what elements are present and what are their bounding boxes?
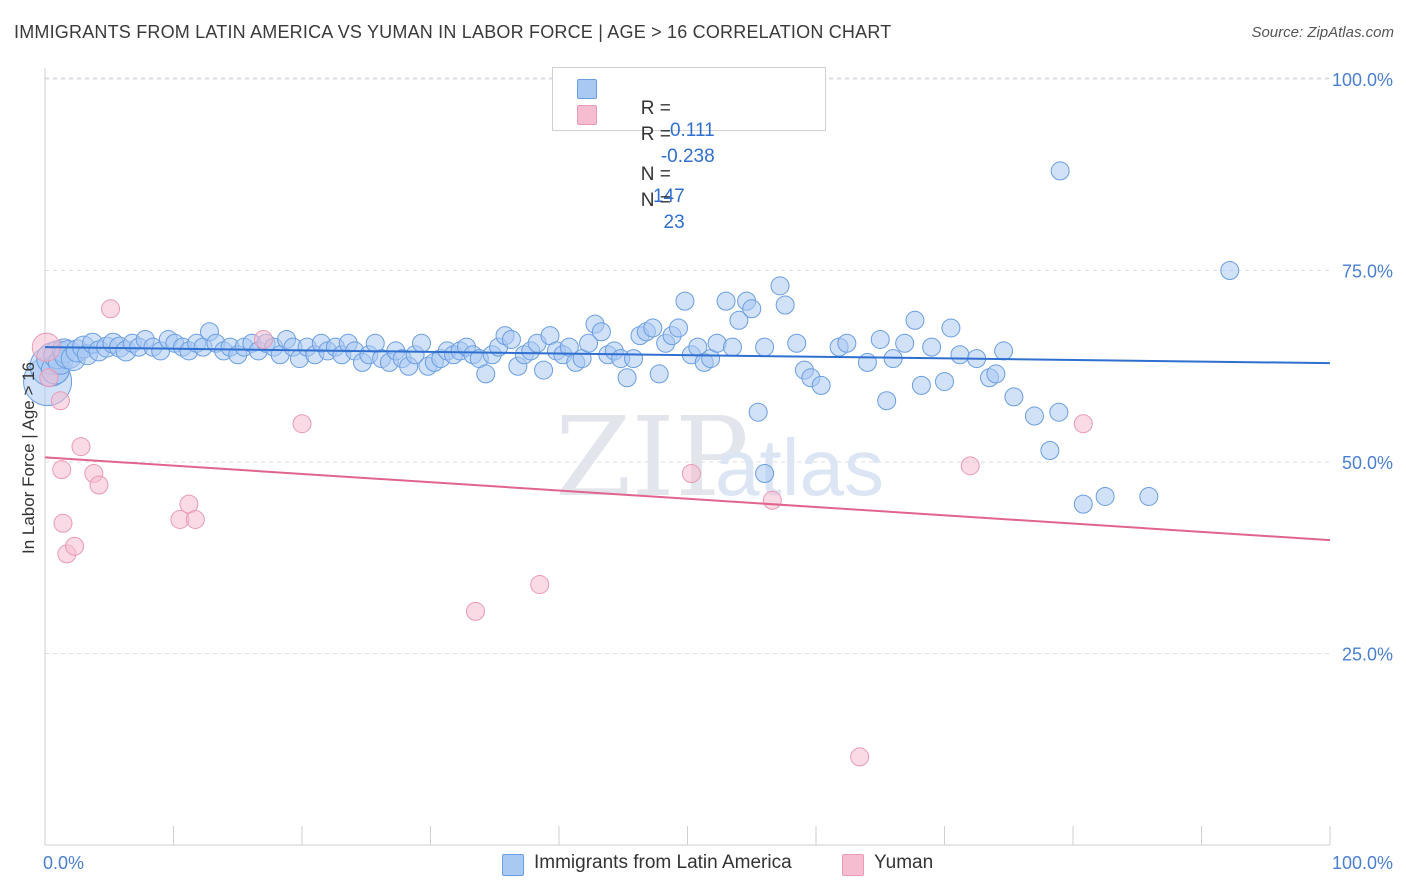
axes <box>44 68 1331 846</box>
latin-america-point <box>742 299 762 319</box>
legend-swatch-latin-america <box>577 79 597 99</box>
bottom-legend-label-yuman: Yuman <box>874 852 934 873</box>
latin-america-point <box>755 337 775 357</box>
legend-n-value: 147 <box>652 186 685 207</box>
yuman-point <box>89 475 109 495</box>
yuman-point <box>850 747 870 767</box>
legend-r-value: -0.111 <box>663 120 715 141</box>
latin-america-point <box>729 310 749 330</box>
legend-row-latin-america: R = -0.111 N = 147 <box>577 76 715 207</box>
yuman-point <box>1073 414 1093 434</box>
bottom-legend-swatch-yuman <box>842 854 864 876</box>
yuman-point <box>50 391 70 411</box>
watermark-atlas: atlas <box>715 423 884 512</box>
latin-america-point <box>895 333 915 353</box>
latin-america-point <box>1073 494 1093 514</box>
latin-america-point <box>837 333 857 353</box>
legend-row-yuman: R = -0.238 N = 23 <box>577 102 715 233</box>
y-tick-label: 100.0% <box>1332 70 1393 90</box>
y-tick-label: 25.0% <box>1342 645 1393 665</box>
latin-america-point <box>935 372 954 392</box>
legend-n-label: N = <box>640 190 671 211</box>
yuman-point <box>253 329 273 349</box>
y-axis-label: In Labor Force | Age > 16 <box>19 362 38 554</box>
latin-america-point <box>1095 486 1115 506</box>
yuman-point <box>39 368 59 388</box>
latin-america-point <box>775 295 795 315</box>
latin-america-point <box>1139 486 1159 506</box>
latin-america-point <box>950 345 970 365</box>
latin-america-point <box>501 329 521 349</box>
latin-america-point <box>1049 402 1069 422</box>
yuman-point <box>185 509 205 529</box>
latin-america-point <box>412 333 432 353</box>
latin-america-point <box>722 337 742 357</box>
latin-america-point <box>877 391 897 411</box>
legend-r-label: R = <box>640 124 671 145</box>
legend-r-label: R = <box>640 98 671 119</box>
latin-america-point <box>911 375 931 395</box>
legend-n-value: 23 <box>663 212 685 233</box>
latin-america-point <box>1024 406 1044 426</box>
series-yuman-points <box>31 299 1093 767</box>
latin-america-point <box>1050 161 1070 181</box>
legend: R = -0.111 N = 147 R = -0.238 N = 23 <box>552 67 826 233</box>
legend-swatch-yuman <box>577 105 597 125</box>
latin-america-point <box>870 329 890 349</box>
latin-america-point <box>534 360 554 380</box>
latin-america-point <box>1220 261 1240 280</box>
latin-america-point <box>941 318 961 338</box>
latin-america-point <box>787 333 807 353</box>
x-tick-label-end: 100.0% <box>1332 853 1393 873</box>
latin-america-point <box>716 291 736 311</box>
trend-lines <box>44 346 1331 542</box>
source-label: Source: ZipAtlas.com <box>1251 24 1394 41</box>
yuman-point <box>681 463 701 483</box>
latin-america-point <box>1004 387 1024 407</box>
yuman-point <box>53 513 73 533</box>
latin-america-point <box>857 352 877 372</box>
chart-title: IMMIGRANTS FROM LATIN AMERICA VS YUMAN I… <box>14 22 892 42</box>
trend-line-latin-america <box>44 346 1331 365</box>
latin-america-point <box>624 349 644 369</box>
latin-america-point <box>922 337 942 357</box>
bottom-legend-swatch-latin-america <box>502 854 524 876</box>
latin-america-point <box>579 333 599 353</box>
watermark: ZIP atlas <box>555 393 884 521</box>
latin-america-point <box>748 402 768 422</box>
latin-america-point <box>1040 441 1060 461</box>
latin-america-point <box>476 364 496 384</box>
yuman-point <box>71 437 91 457</box>
yuman-point <box>65 536 85 556</box>
latin-america-point <box>811 375 831 395</box>
legend-n-label: N = <box>640 164 671 185</box>
latin-america-point <box>905 310 925 330</box>
latin-america-point <box>986 364 1006 384</box>
tick-labels: 25.0% 50.0% 75.0% 100.0% 0.0% 100.0% <box>43 70 1393 873</box>
yuman-point <box>292 414 312 434</box>
latin-america-point <box>649 364 669 384</box>
yuman-point <box>101 299 121 319</box>
yuman-point <box>52 460 72 480</box>
yuman-point <box>960 456 980 476</box>
latin-america-point <box>643 318 663 338</box>
trend-line-yuman <box>44 456 1331 542</box>
yuman-point <box>762 490 782 510</box>
latin-america-point <box>669 318 689 338</box>
legend-r-value: -0.238 <box>660 146 715 167</box>
latin-america-point <box>591 322 611 342</box>
latin-america-point <box>617 368 637 388</box>
bottom-legend-label-latin-america: Immigrants from Latin America <box>534 852 792 873</box>
x-tick-label-start: 0.0% <box>43 853 84 873</box>
y-tick-label: 50.0% <box>1342 453 1393 473</box>
latin-america-point <box>675 291 695 311</box>
y-tick-label: 75.0% <box>1342 262 1393 282</box>
latin-america-point <box>755 463 775 483</box>
yuman-point <box>465 601 485 621</box>
yuman-point <box>530 575 550 595</box>
latin-america-point <box>770 276 790 296</box>
latin-america-point <box>994 341 1014 361</box>
